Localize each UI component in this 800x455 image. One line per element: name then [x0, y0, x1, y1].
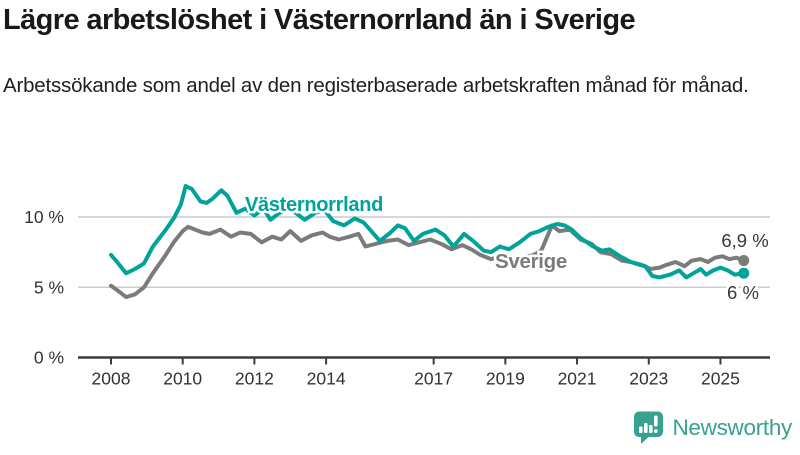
- x-tick-label-2025: 2025: [701, 369, 740, 389]
- chart-subtitle: Arbetssökande som andel av den registerb…: [3, 74, 749, 97]
- x-tick-label-2021: 2021: [558, 369, 597, 389]
- end-value-label-sverige: 6,9 %: [721, 230, 768, 251]
- end-dot-sverige: [738, 255, 750, 267]
- newsworthy-bubble-chart-icon: [634, 411, 664, 444]
- newsworthy-logo: Newsworthy: [632, 410, 792, 445]
- series-line-västernorrland: [109, 184, 746, 280]
- y-tick-label-10: 10 %: [24, 207, 64, 227]
- page-title: Lägre arbetslöshet i Västernorrland än i…: [3, 4, 636, 36]
- end-value-label-västernorrland: 6 %: [727, 282, 759, 303]
- y-tick-label-0: 0 %: [34, 348, 64, 368]
- x-tick-label-2012: 2012: [235, 369, 274, 389]
- x-tick-label-2010: 2010: [163, 369, 202, 389]
- x-tick-label-2014: 2014: [307, 369, 346, 389]
- y-tick-label-5: 5 %: [34, 277, 64, 297]
- series-line-sverige: [109, 223, 746, 300]
- x-tick-label-2019: 2019: [486, 369, 525, 389]
- end-dot-västernorrland: [738, 267, 750, 279]
- series-label-sverige: Sverige: [495, 250, 567, 273]
- x-tick-label-2008: 2008: [92, 369, 131, 389]
- newsworthy-wordmark: Newsworthy: [672, 414, 792, 440]
- x-tick-label-2017: 2017: [414, 369, 453, 389]
- x-tick-label-2023: 2023: [629, 369, 668, 389]
- series-label-västernorrland: Västernorrland: [245, 194, 383, 216]
